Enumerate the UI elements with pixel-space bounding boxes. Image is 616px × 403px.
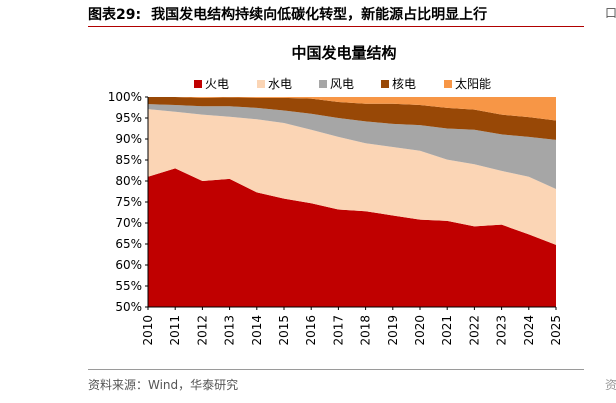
y-tick-label: 75% <box>115 195 142 209</box>
edge-fragment-bottom: 资 <box>605 378 616 390</box>
legend-swatch-1 <box>194 80 202 88</box>
legend-swatch-5 <box>444 80 452 88</box>
legend-swatch-2 <box>257 80 265 88</box>
x-tick-label: 2010 <box>141 315 155 346</box>
legend-label-4: 核电 <box>392 77 416 91</box>
x-tick-label: 2021 <box>440 315 454 346</box>
y-tick-label: 50% <box>115 300 142 314</box>
area-series-4 <box>148 97 556 140</box>
figure-title-text: 我国发电结构持续向低碳化转型，新能源占比明显上行 <box>151 7 488 23</box>
x-tick-label: 2016 <box>304 315 318 346</box>
x-tick-label: 2015 <box>277 315 291 346</box>
y-tick-label: 60% <box>115 258 142 272</box>
x-tick-label: 2017 <box>331 315 345 346</box>
legend-label-1: 火电 <box>205 77 229 91</box>
x-tick-label: 2014 <box>250 315 264 346</box>
source-rule <box>88 369 584 370</box>
legend-label-3: 风电 <box>330 77 354 91</box>
y-tick-label: 90% <box>115 132 142 146</box>
x-tick-label: 2013 <box>223 315 237 346</box>
legend-swatch-4 <box>381 80 389 88</box>
x-tick-label: 2022 <box>467 315 481 346</box>
x-tick-label: 2018 <box>359 315 373 346</box>
y-tick-label: 100% <box>108 90 142 104</box>
title-rule <box>88 26 584 27</box>
y-tick-label: 70% <box>115 216 142 230</box>
x-tick-label: 2024 <box>522 315 536 346</box>
x-tick-label: 2012 <box>195 315 209 346</box>
x-tick-label: 2020 <box>413 315 427 346</box>
x-tick-label: 2025 <box>549 315 563 346</box>
area-series-1 <box>148 168 556 307</box>
legend-swatch-3 <box>319 80 327 88</box>
y-tick-label: 85% <box>115 153 142 167</box>
legend-label-5: 太阳能 <box>455 76 491 91</box>
area-series-2 <box>148 109 556 245</box>
x-tick-label: 2023 <box>495 315 509 346</box>
figure-label: 图表29: <box>88 7 142 23</box>
y-tick-label: 55% <box>115 279 142 293</box>
source-note: 资料来源：Wind，华泰研究 <box>88 378 239 392</box>
area-series-5 <box>148 97 556 121</box>
x-tick-label: 2019 <box>386 315 400 346</box>
area-series-3 <box>148 104 556 189</box>
edge-fragment-top: 口 <box>605 6 616 18</box>
y-tick-label: 95% <box>115 111 142 125</box>
y-tick-label: 65% <box>115 237 142 251</box>
y-tick-label: 80% <box>115 174 142 188</box>
plot-areas <box>148 97 556 307</box>
chart-title: 中国发电量结构 <box>291 44 396 62</box>
figure-title: 图表29: 我国发电结构持续向低碳化转型，新能源占比明显上行 <box>88 4 487 24</box>
x-tick-label: 2011 <box>168 315 182 346</box>
legend-label-2: 水电 <box>268 77 292 91</box>
